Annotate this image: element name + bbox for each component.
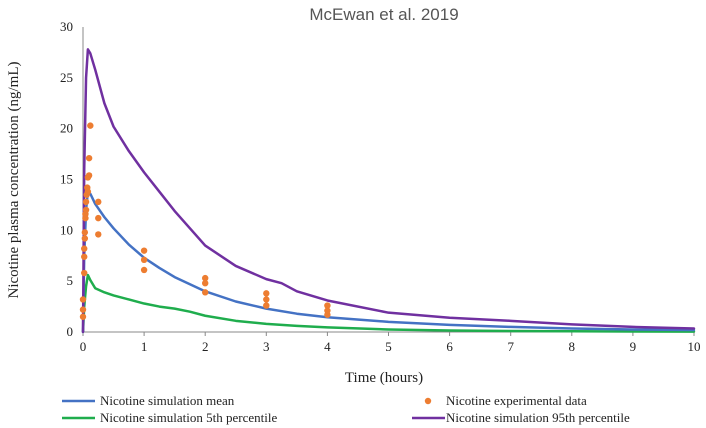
data-point [324,302,331,309]
x-tick-label: 8 [569,339,576,354]
data-point [81,235,89,242]
legend-label-experimental: Nicotine experimental data [446,393,587,408]
plot-area: 0 1 2 3 4 5 6 7 8 9 10 0 5 10 15 20 25 30 [60,19,701,354]
x-tick-label: 9 [630,339,637,354]
data-point [95,214,102,222]
x-tick-label: 2 [202,339,209,354]
y-tick-label: 10 [60,222,73,237]
data-point [81,269,88,277]
legend: Nicotine simulation mean Nicotine experi… [62,393,630,425]
legend-item-mean: Nicotine simulation mean [62,393,235,408]
data-point [81,245,88,252]
data-point [140,266,148,274]
data-point [82,198,90,206]
data-point [85,154,93,162]
y-ticks: 0 5 10 15 20 25 30 [60,19,73,339]
series-line-3 [81,48,696,334]
legend-item-95th-percentile: Nicotine simulation 95th percentile [412,410,630,425]
data-point [263,296,270,303]
legend-label-95th-percentile: Nicotine simulation 95th percentile [446,410,630,425]
chart-title: McEwan et al. 2019 [309,5,458,24]
data-point [263,290,270,297]
series-lines [81,48,696,334]
data-point [87,122,94,129]
data-point [140,256,148,264]
data-point [81,253,88,260]
y-tick-label: 5 [67,273,74,288]
x-tick-label: 6 [446,339,453,354]
data-point [324,311,331,318]
data-point [263,302,270,309]
data-point [95,231,102,238]
y-tick-label: 25 [60,70,73,85]
series-points [79,122,331,320]
y-tick-label: 0 [67,324,74,339]
x-tick-label: 1 [141,339,148,354]
legend-label-mean: Nicotine simulation mean [100,393,235,408]
x-tick-label: 4 [324,339,331,354]
legend-label-5th-percentile: Nicotine simulation 5th percentile [100,410,277,425]
x-axis-title: Time (hours) [345,370,423,386]
data-point [202,274,209,282]
x-tick-label: 7 [507,339,514,354]
series-line-2 [81,273,696,334]
data-point [81,229,89,236]
data-point [79,306,87,313]
x-tick-label: 10 [688,339,701,354]
data-point [82,206,90,214]
data-point [79,296,87,303]
x-ticks: 0 1 2 3 4 5 6 7 8 9 10 [80,332,701,354]
y-tick-label: 15 [60,172,73,187]
y-axis-title: Nicotine plasma concentration (ng/mL) [6,61,22,298]
data-point [95,198,102,206]
x-tick-label: 5 [385,339,392,354]
data-point [140,247,148,254]
data-point [85,172,93,179]
data-point [84,188,92,195]
data-point [202,280,209,287]
x-tick-label: 3 [263,339,270,354]
data-point [79,313,87,320]
y-tick-label: 20 [60,121,73,136]
x-tick-label: 0 [80,339,87,354]
legend-item-5th-percentile: Nicotine simulation 5th percentile [62,410,277,425]
legend-item-experimental: Nicotine experimental data [424,393,587,408]
data-point [202,289,209,296]
y-tick-label: 30 [60,19,73,34]
legend-swatch-experimental [424,397,432,405]
